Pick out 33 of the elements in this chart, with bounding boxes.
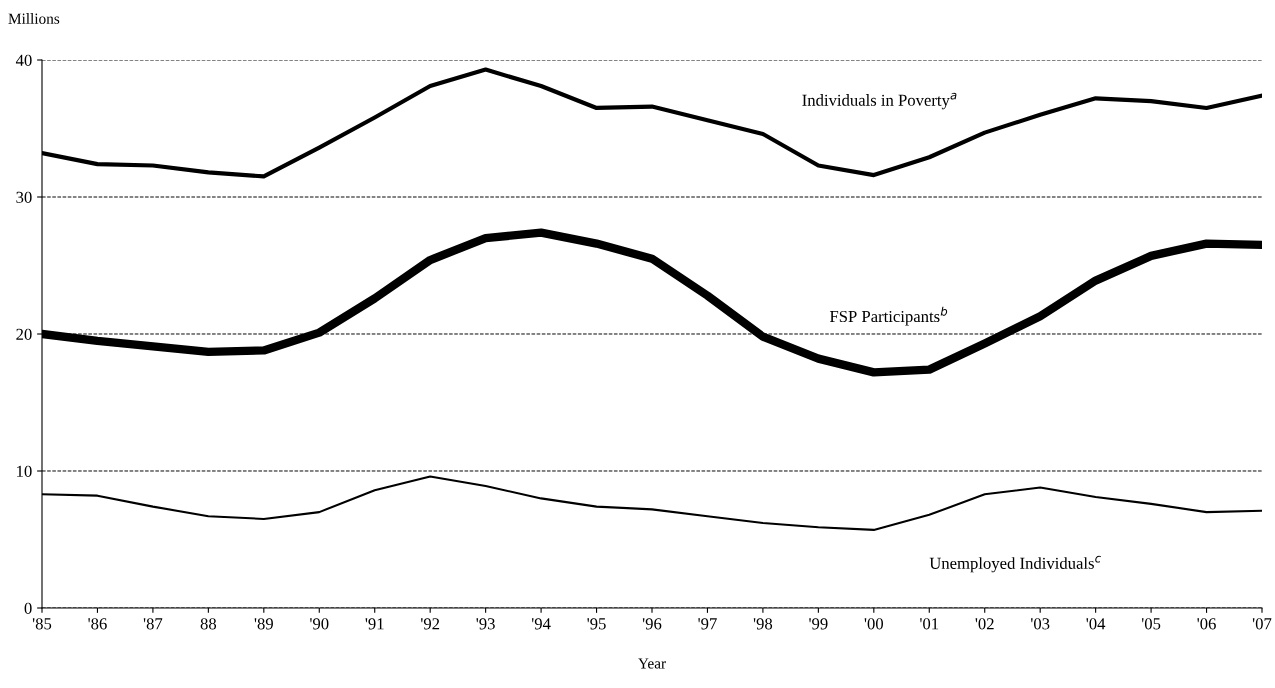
x-tick-label: '04: [1086, 618, 1106, 630]
text: Unemployed Individuals$^{c}$: [929, 555, 1101, 573]
y-tick-label: 0: [24, 602, 32, 614]
x-axis-title: Year: [638, 658, 666, 669]
x-tick-label: 88: [200, 618, 217, 630]
x-tick-label: '89: [254, 618, 273, 630]
y-tick-label: 40: [15, 54, 32, 66]
x-tick-label: '86: [88, 618, 107, 630]
x-tick-label: '02: [975, 618, 994, 630]
x-tick-label: '00: [864, 618, 884, 630]
x-tick-label: '06: [1197, 618, 1216, 630]
x-tick-label: '93: [476, 618, 495, 630]
x-tick-label: '85: [32, 618, 52, 630]
x-tick-label: '87: [143, 618, 163, 630]
x-tick-label: '95: [587, 618, 606, 630]
x-tick-label: '01: [920, 618, 939, 630]
x-tick-label: '07: [1252, 618, 1272, 630]
x-tick-label: '92: [421, 618, 440, 630]
x-tick-label: '97: [698, 618, 717, 630]
x-tick-label: '94: [531, 618, 551, 630]
y-tick-label: 10: [17, 465, 32, 477]
x-tick-label: '98: [753, 618, 773, 630]
x-tick-label: '03: [1031, 618, 1050, 630]
y-tick-label: 20: [16, 328, 32, 340]
x-tick-label: '05: [1141, 618, 1161, 630]
x-tick-label: '91: [365, 618, 384, 630]
series-label: FSP Participants$^{b}$: [829, 306, 948, 326]
y-axis-title: Millions: [8, 13, 60, 24]
y-tick-label: 30: [16, 191, 32, 203]
series-label: Individuals in Poverty$^{a}$: [802, 92, 957, 110]
x-tick-label: '99: [809, 618, 828, 630]
x-tick-label: '96: [642, 618, 662, 630]
x-tick-label: '90: [310, 618, 329, 630]
